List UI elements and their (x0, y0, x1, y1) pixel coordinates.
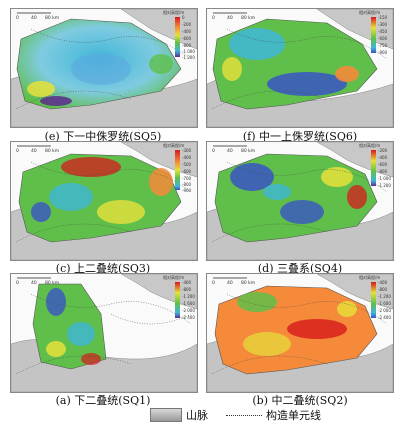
scale-bar: 0 40 80 km (212, 145, 255, 154)
scale-label-0: 0 (212, 280, 215, 286)
tick: -1 200 (182, 55, 195, 60)
tick: -1 600 (378, 301, 391, 306)
tick: -300 (378, 22, 388, 27)
scale-label-40: 40 (31, 15, 37, 21)
tick: -600 (182, 36, 192, 41)
scale-label-80: 80 km (45, 148, 59, 154)
tick: -750 (378, 43, 388, 48)
color-legend: 相对高程/m -200 -400 -600 -800 -1 000 -1 200 (359, 142, 391, 188)
color-legend: 相对高程/m 0 -200 -400 -600 -800 -1 000 -1 2… (163, 9, 195, 60)
map-panel-a: 0 40 80 km 相对高程/m -400 -800 -1 200 -1 60… (10, 273, 198, 393)
scale-label-80: 80 km (241, 280, 255, 286)
tick: -400 (378, 155, 388, 160)
tick: -400 (182, 155, 192, 160)
scale-label-0: 0 (16, 148, 19, 154)
map-panel-d: 0 40 80 km 相对高程/m -200 -400 -600 -800 -1… (206, 141, 394, 261)
legend-title: 相对高程/m (359, 9, 380, 15)
tick: -1 600 (182, 301, 195, 306)
scale-bar: 0 40 80 km (16, 12, 59, 21)
tick: -800 (182, 182, 192, 187)
tick: -1 000 (378, 176, 391, 181)
map-legend: 山脉 构造单元线 (150, 406, 321, 424)
tick: -1 200 (378, 183, 391, 188)
scale-bar: 0 40 80 km (16, 145, 59, 154)
scale-bar: 0 40 80 km (212, 277, 255, 286)
tick: -800 (182, 287, 192, 292)
tick: -600 (378, 36, 388, 41)
map-panel-f: 0 40 80 km 相对高程/m -150 -300 -450 -600 -7… (206, 8, 394, 128)
tick: -500 (182, 162, 192, 167)
scale-label-0: 0 (16, 280, 19, 286)
legend-title: 相对高程/m (163, 274, 184, 280)
color-legend: 相对高程/m -400 -800 -1 200 -1 600 -2 000 -2… (163, 274, 195, 320)
scale-label-0: 0 (212, 15, 215, 21)
caption-e: (e) 下一中侏罗统(SQ5) (44, 130, 162, 143)
legend-title: 相对高程/m (163, 142, 184, 148)
tick: -400 (378, 280, 388, 285)
legend-title: 相对高程/m (359, 142, 380, 148)
scale-label-0: 0 (16, 15, 19, 21)
color-legend: 相对高程/m -300 -400 -500 -600 -700 -800 -90… (163, 142, 192, 193)
tick: -800 (182, 43, 192, 48)
scale-label-80: 80 km (241, 148, 255, 154)
legend-title: 相对高程/m (359, 274, 380, 280)
tick: -2 400 (378, 315, 391, 320)
tick: -400 (182, 280, 192, 285)
tick: -200 (378, 148, 388, 153)
tick: -600 (182, 169, 192, 174)
scale-label-80: 80 km (241, 15, 255, 21)
tick: -600 (378, 162, 388, 167)
tick: -800 (378, 169, 388, 174)
color-legend: 相对高程/m -400 -800 -1 200 -1 600 -2 000 -2… (359, 274, 391, 320)
color-legend: 相对高程/m -150 -300 -450 -600 -750 -900 (359, 9, 388, 55)
tick: -700 (182, 176, 192, 181)
map-panel-b: 0 40 80 km 相对高程/m -400 -800 -1 200 -1 60… (206, 273, 394, 393)
scale-label-40: 40 (227, 280, 233, 286)
caption-f: (f) 中一上侏罗统(SQ6) (242, 130, 358, 143)
tick: -900 (378, 50, 388, 55)
scale-label-80: 80 km (45, 280, 59, 286)
caption-a: (a) 下二叠统(SQ1) (55, 394, 151, 407)
tick: -1 000 (182, 49, 195, 54)
tick: -2 400 (182, 315, 195, 320)
caption-d: (d) 三叠系(SQ4) (257, 262, 343, 275)
boundary-label: 构造单元线 (266, 409, 321, 422)
tick: -150 (378, 15, 388, 20)
tick: -900 (182, 188, 192, 193)
tick: -400 (182, 29, 192, 34)
mountain-label: 山脉 (186, 409, 208, 422)
boundary-line-icon (226, 414, 262, 416)
tick: -200 (182, 22, 192, 27)
scale-label-40: 40 (31, 280, 37, 286)
scale-bar: 0 40 80 km (16, 277, 59, 286)
caption-b: (b) 中二叠统(SQ2) (252, 394, 348, 407)
legend-title: 相对高程/m (163, 9, 184, 15)
tick: -800 (378, 287, 388, 292)
scale-label-0: 0 (212, 148, 215, 154)
tick: -300 (182, 148, 192, 153)
tick: -2 000 (182, 308, 195, 313)
scale-label-40: 40 (227, 148, 233, 154)
mountain-swatch-icon (150, 408, 182, 422)
scale-label-40: 40 (31, 148, 37, 154)
tick: 0 (182, 15, 185, 20)
tick: -1 200 (378, 294, 391, 299)
map-panel-c: 0 40 80 km 相对高程/m -300 -400 -500 -600 -7… (10, 141, 198, 261)
caption-c: (c) 上二叠统(SQ3) (55, 262, 151, 275)
scale-label-40: 40 (227, 15, 233, 21)
map-panel-e: 0 40 80 km 相对高程/m 0 -200 -400 -600 -800 … (10, 8, 198, 128)
scale-label-80: 80 km (45, 15, 59, 21)
tick: -2 000 (378, 308, 391, 313)
scale-bar: 0 40 80 km (212, 12, 255, 21)
tick: -1 200 (182, 294, 195, 299)
tick: -450 (378, 29, 388, 34)
